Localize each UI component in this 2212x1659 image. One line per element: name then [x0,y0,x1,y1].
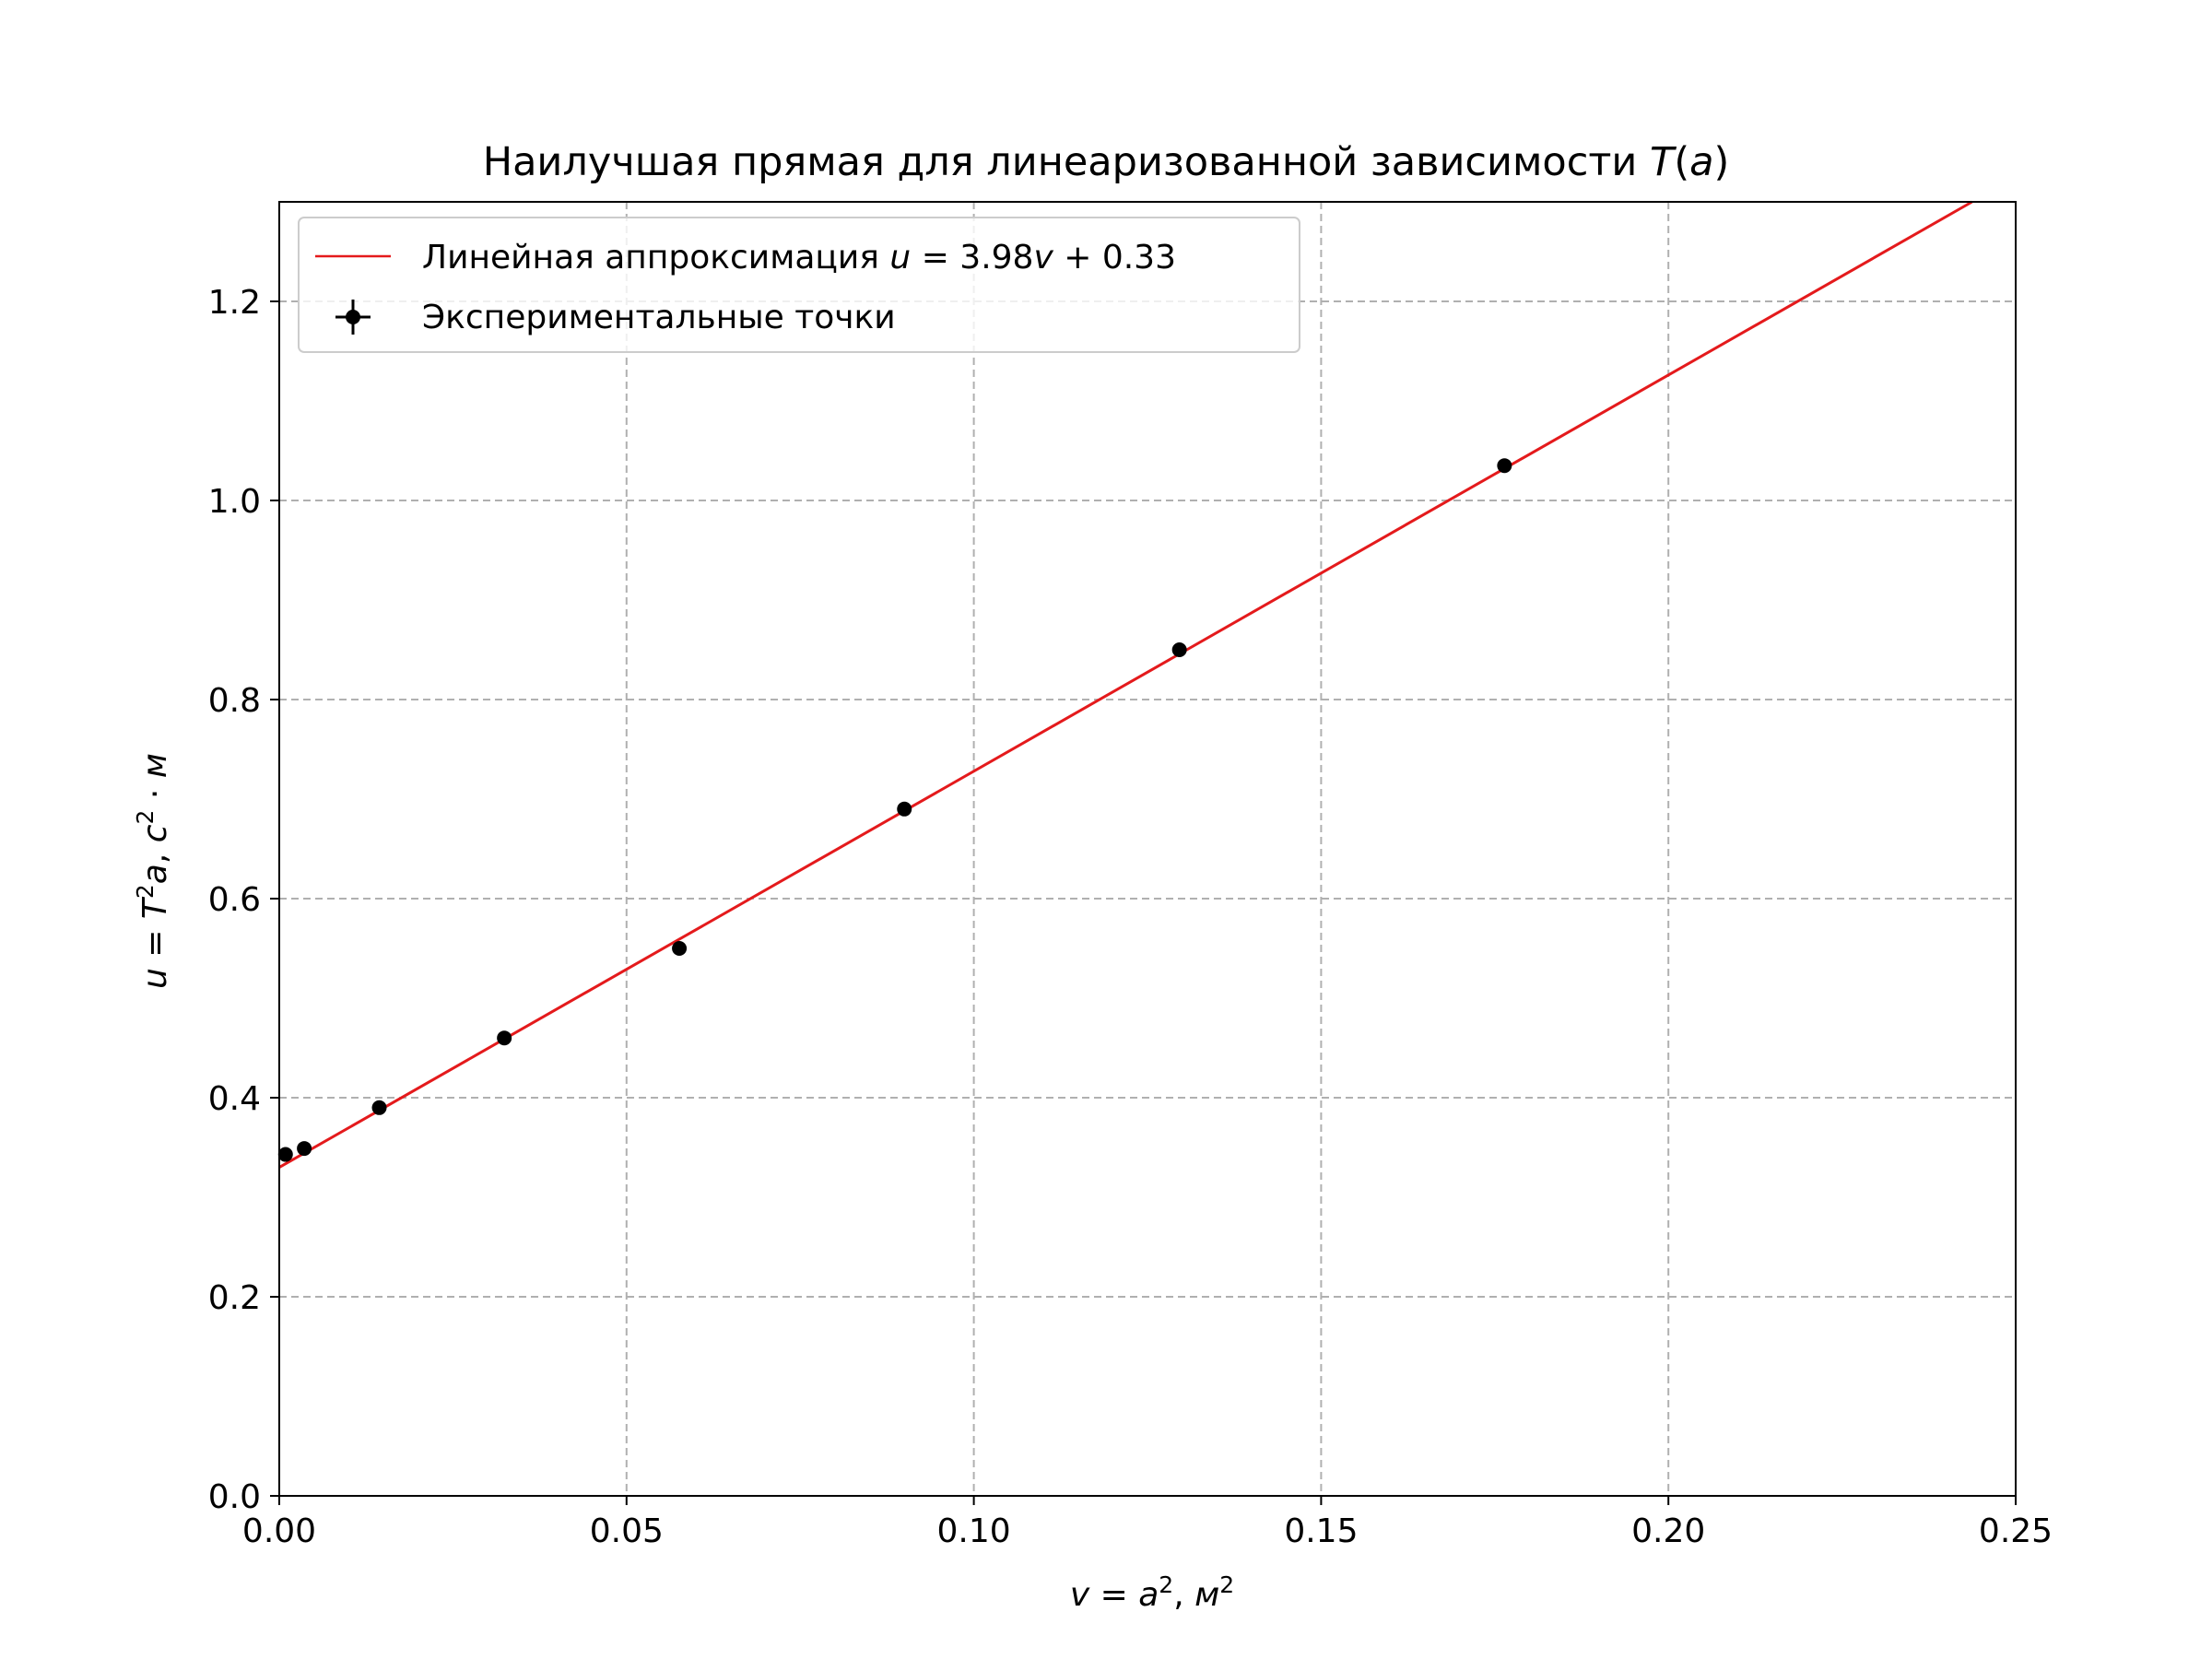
x-axis: 0.00 0.05 0.10 0.15 0.20 0.25 [242,1496,2053,1550]
data-points [277,458,1512,1162]
y-tick-label: 0.4 [208,1080,261,1118]
data-point [1497,458,1512,474]
chart-title: Наилучшая прямая для линеаризованной зав… [483,139,1730,185]
fit-line-group [278,200,1973,1169]
y-tick-label: 0.2 [208,1279,261,1317]
fit-line [278,200,1973,1169]
x-tick-label: 0.10 [937,1512,1011,1550]
data-point [672,941,688,956]
x-tick-label: 0.15 [1284,1512,1358,1550]
data-point [277,1147,293,1162]
data-point [497,1030,512,1046]
plot-frame [278,201,2017,1497]
y-tick-label: 1.2 [208,284,261,322]
data-point [297,1141,312,1157]
legend: Линейная аппроксимация u = 3.98v + 0.33 … [298,217,1300,353]
x-tick-label: 0.25 [1979,1512,2053,1550]
legend-fit-label: Линейная аппроксимация u = 3.98v + 0.33 [422,239,1176,276]
y-axis-label: u = T2a, с2 · м [132,753,174,989]
data-point [371,1100,387,1115]
y-tick-label: 0.0 [208,1478,261,1516]
y-axis: 0.0 0.2 0.4 0.6 0.8 1.0 1.2 [208,284,279,1516]
legend-box [298,217,1300,353]
data-point [897,801,912,817]
y-tick-label: 1.0 [208,483,261,521]
data-point [1171,642,1187,657]
legend-points-label: Экспериментальные точки [422,299,896,336]
x-axis-label: v = a2, м2 [1070,1571,1234,1614]
x-tick-label: 0.20 [1631,1512,1705,1550]
y-tick-label: 0.6 [208,881,261,919]
x-tick-label: 0.00 [242,1512,316,1550]
legend-points-swatch [335,300,371,335]
x-tick-label: 0.05 [590,1512,664,1550]
grid [279,202,2016,1496]
y-tick-label: 0.8 [208,682,261,720]
